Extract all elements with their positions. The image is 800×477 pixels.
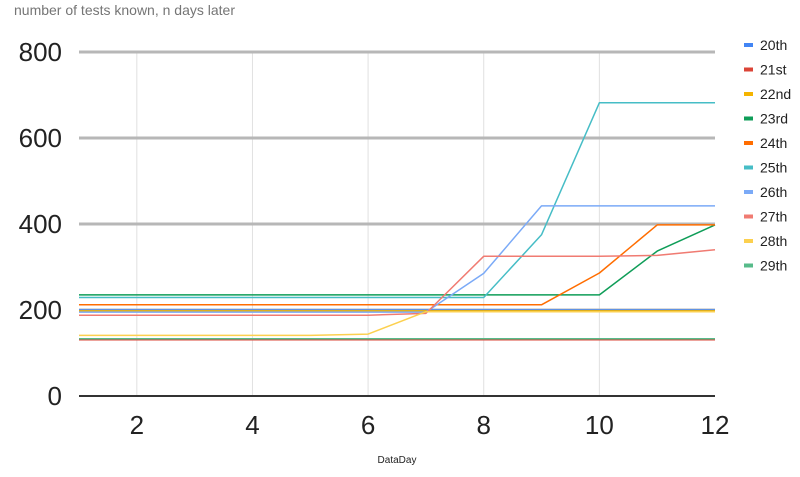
legend-label: 23rd xyxy=(760,111,788,127)
legend-label: 27th xyxy=(760,209,787,225)
legend-swatch xyxy=(744,67,753,72)
x-axis-label: DataDay xyxy=(378,455,417,466)
legend-label: 21st xyxy=(760,62,787,78)
x-axis-ticks: 2 4 6 8 10 12 xyxy=(130,410,730,440)
legend-label: 28th xyxy=(760,233,787,249)
legend-swatch xyxy=(744,116,753,121)
x-tick-label: 10 xyxy=(585,410,614,440)
legend-swatch xyxy=(744,165,753,170)
legend-swatch xyxy=(744,239,753,243)
series-line-24th xyxy=(79,224,715,306)
legend-label: 20th xyxy=(760,37,787,53)
legend-swatch xyxy=(744,190,753,194)
legend-swatch xyxy=(744,141,753,145)
series-lines xyxy=(79,101,716,341)
x-tick-label: 6 xyxy=(361,410,375,440)
x-tick-label: 2 xyxy=(130,410,144,440)
legend-swatch xyxy=(744,263,753,268)
y-tick-label: 200 xyxy=(19,295,62,325)
series-line-26th xyxy=(79,205,715,313)
y-tick-label: 800 xyxy=(19,37,62,67)
series-line-27th xyxy=(79,249,716,316)
legend-label: 22nd xyxy=(760,86,791,102)
y-tick-label: 0 xyxy=(48,381,62,411)
legend-label: 25th xyxy=(760,160,787,176)
series-line-28th xyxy=(79,310,715,337)
series-line-23rd xyxy=(79,224,716,296)
grid-lines xyxy=(79,50,715,397)
chart-title: number of tests known, n days later xyxy=(14,2,235,18)
legend-swatch xyxy=(744,92,753,96)
legend: 20th 21st 22nd 23rd 24th 25th 26th 27th 28th 29th xyxy=(744,37,791,274)
legend-label: 29th xyxy=(760,258,787,274)
x-tick-label: 4 xyxy=(245,410,259,440)
series-line-25th xyxy=(79,101,715,299)
y-axis-ticks: 0 200 400 600 800 xyxy=(19,37,62,411)
legend-label: 26th xyxy=(760,184,787,200)
y-tick-label: 600 xyxy=(19,123,62,153)
legend-label: 24th xyxy=(760,135,787,151)
y-tick-label: 400 xyxy=(19,209,62,239)
legend-swatch xyxy=(744,43,753,47)
x-tick-label: 8 xyxy=(476,410,490,440)
x-tick-label: 12 xyxy=(701,410,730,440)
legend-swatch xyxy=(744,214,753,219)
